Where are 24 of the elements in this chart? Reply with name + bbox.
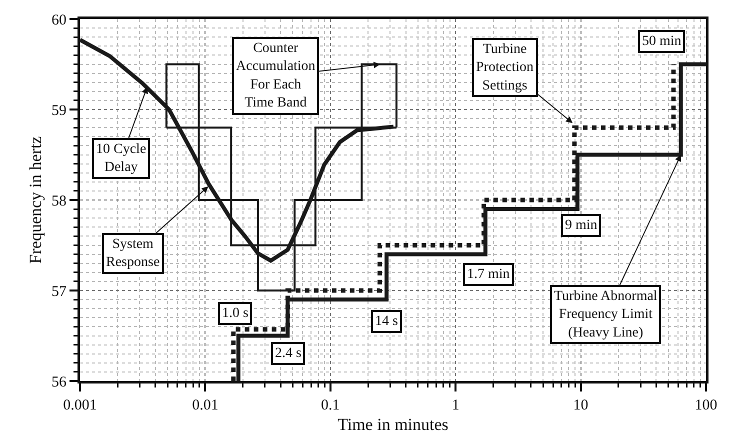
y-tick-label: 57	[52, 284, 67, 300]
y-tick-label: 59	[52, 102, 66, 119]
annotation: 1.0 s	[222, 306, 248, 321]
x-tick-label: 0.001	[63, 398, 97, 414]
annotation: Turbine Protection Settings	[476, 42, 534, 94]
x-tick-label: 10	[573, 398, 588, 414]
annotation: Turbine Abnormal Frequency Limit (Heavy Line)	[554, 289, 658, 340]
y-tick-label: 60	[52, 12, 66, 28]
y-axis-title: Frequency in hertz	[26, 136, 45, 264]
annotation: 50 min	[642, 34, 682, 49]
annotation: System Response	[106, 237, 160, 270]
y-tick-label: 56	[52, 374, 67, 390]
annotation: 2.4 s	[275, 346, 302, 361]
annotation: 10 Cycle Delay	[96, 142, 146, 176]
annotation: 1.7 min	[467, 267, 510, 282]
y-tick-label: 58	[52, 193, 66, 210]
annotation: Counter Accumulation For Each Time Band	[236, 41, 316, 111]
x-tick-label: 0.01	[192, 398, 218, 414]
x-tick-label: 100	[694, 398, 718, 414]
x-axis-title: Time in minutes	[338, 415, 448, 434]
x-tick-label: 1	[452, 398, 460, 414]
annotation: 14 s	[375, 314, 398, 329]
x-tick-label: 0.1	[321, 398, 340, 414]
annotation: 9 min	[565, 218, 598, 233]
